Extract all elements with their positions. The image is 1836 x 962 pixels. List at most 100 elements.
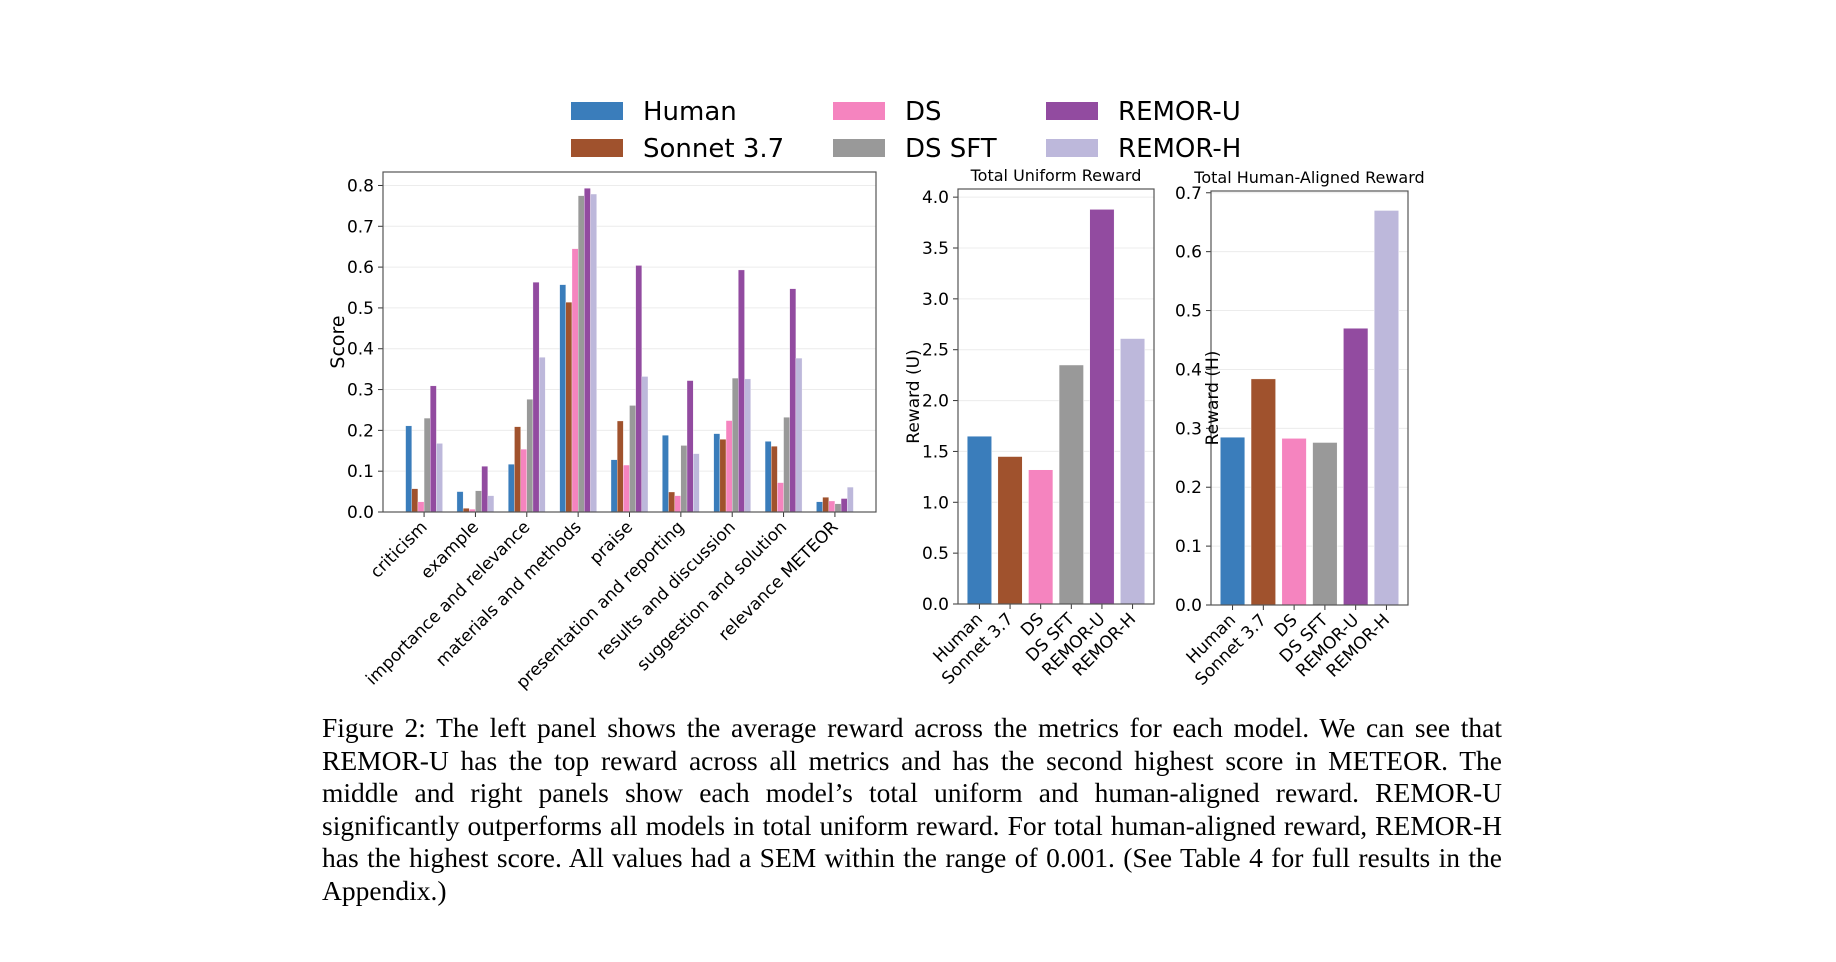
bar-ds [1281,438,1307,606]
bar-ds [674,495,682,513]
y-tick-label: 4.0 [922,188,949,208]
y-axis-label: Reward (H) [1203,351,1223,446]
bar-ds-sft [680,445,688,513]
y-tick-label: 0.0 [1175,596,1202,616]
bar-remor-u [584,188,591,513]
legend-label: Human [643,97,737,127]
bar-remor-h [693,453,700,513]
legend-label: Sonnet 3.7 [643,134,784,164]
bar-remor-h [744,378,751,513]
y-tick-label: 1.5 [922,442,949,462]
y-tick-label: 0.1 [347,462,374,482]
bar-human [456,491,464,513]
bar-sonnet-3-7 [565,302,573,513]
bar-remor-h [641,376,649,513]
bar-remor-u [840,498,848,513]
bar-remor-u [481,466,488,513]
bar-ds-sft [629,405,636,513]
axes-frame [382,171,877,513]
bar-sonnet-3-7 [719,439,727,513]
y-tick-label: 2.5 [922,341,949,361]
y-axis-label: Score [327,315,349,368]
bar-remor-h [1120,338,1146,605]
bar-ds [828,500,836,513]
y-tick-label: 0.5 [922,544,949,564]
legend-swatch [571,139,623,157]
bar-sonnet-3-7 [1250,378,1276,606]
bar-human [405,425,412,513]
bar-remor-u [532,282,540,513]
bar-ds [417,501,425,513]
x-tick-label: praise [586,517,637,568]
y-tick-label: 0.3 [1175,419,1202,439]
bar-remor-h [436,443,443,513]
legend-swatch [1046,139,1098,157]
bar-ds-sft [783,417,790,513]
legend-swatch [1046,102,1098,120]
bar-ds-sft [526,399,534,513]
bar-remor-u [789,288,797,513]
y-tick-label: 0.1 [1175,537,1202,557]
y-tick-label: 0.7 [347,217,374,237]
y-tick-label: 0.6 [1175,243,1202,263]
bar-sonnet-3-7 [771,446,778,513]
bar-remor-h [538,357,546,513]
chart-title: Total Uniform Reward [970,166,1142,185]
bar-ds-sft [577,195,585,513]
bar-remor-u [635,265,642,513]
bar-remor-h [590,193,597,513]
bar-human [508,464,515,513]
bar-remor-h [487,495,495,513]
legend-label: REMOR-U [1118,97,1241,127]
bar-human [559,284,566,513]
bar-human [610,459,618,513]
bar-ds-sft [732,377,739,513]
legend-label: DS SFT [905,134,997,164]
y-tick-label: 0.0 [347,503,374,523]
legend-swatch [833,102,885,120]
legend-label: REMOR-H [1118,134,1241,164]
axes-frame [1210,190,1409,606]
bar-sonnet-3-7 [822,497,829,513]
bar-ds [725,420,733,513]
bar-ds-sft [1058,364,1084,605]
bar-ds [1028,469,1054,605]
y-tick-label: 3.5 [922,239,949,259]
bar-ds [623,464,630,513]
bar-remor-h [795,357,803,513]
y-tick-label: 3.0 [922,290,949,310]
bar-sonnet-3-7 [668,491,675,513]
bar-sonnet-3-7 [617,420,624,513]
bar-ds [571,248,579,513]
bar-remor-h [1373,210,1400,606]
y-axis-label: Reward (U) [904,349,924,443]
legend-label: DS [905,97,942,127]
bar-human [713,433,721,513]
bar-remor-u [430,385,437,513]
bar-sonnet-3-7 [411,488,419,513]
y-tick-label: 0.8 [347,176,374,196]
bar-remor-u [738,269,745,513]
chart-title: Total Human-Aligned Reward [1193,168,1424,187]
legend-swatch [833,139,885,157]
bar-sonnet-3-7 [514,426,521,513]
bar-remor-u [1343,327,1369,606]
y-tick-label: 0.5 [347,299,374,319]
bar-human [764,441,772,513]
y-tick-label: 0.3 [347,381,374,401]
bar-human [816,501,823,513]
bar-human [966,435,992,605]
y-tick-label: 0.5 [1175,302,1202,322]
y-tick-label: 2.0 [922,392,949,412]
y-tick-label: 0.2 [347,421,374,441]
axes-frame [957,188,1155,605]
y-tick-label: 1.0 [922,493,949,513]
bar-remor-h [847,486,854,513]
bar-ds-sft [834,503,842,513]
y-tick-label: 0.0 [922,595,949,615]
bar-human [662,435,669,513]
y-tick-label: 0.7 [1175,184,1202,204]
y-tick-label: 0.2 [1175,478,1202,498]
bar-ds-sft [475,490,482,513]
